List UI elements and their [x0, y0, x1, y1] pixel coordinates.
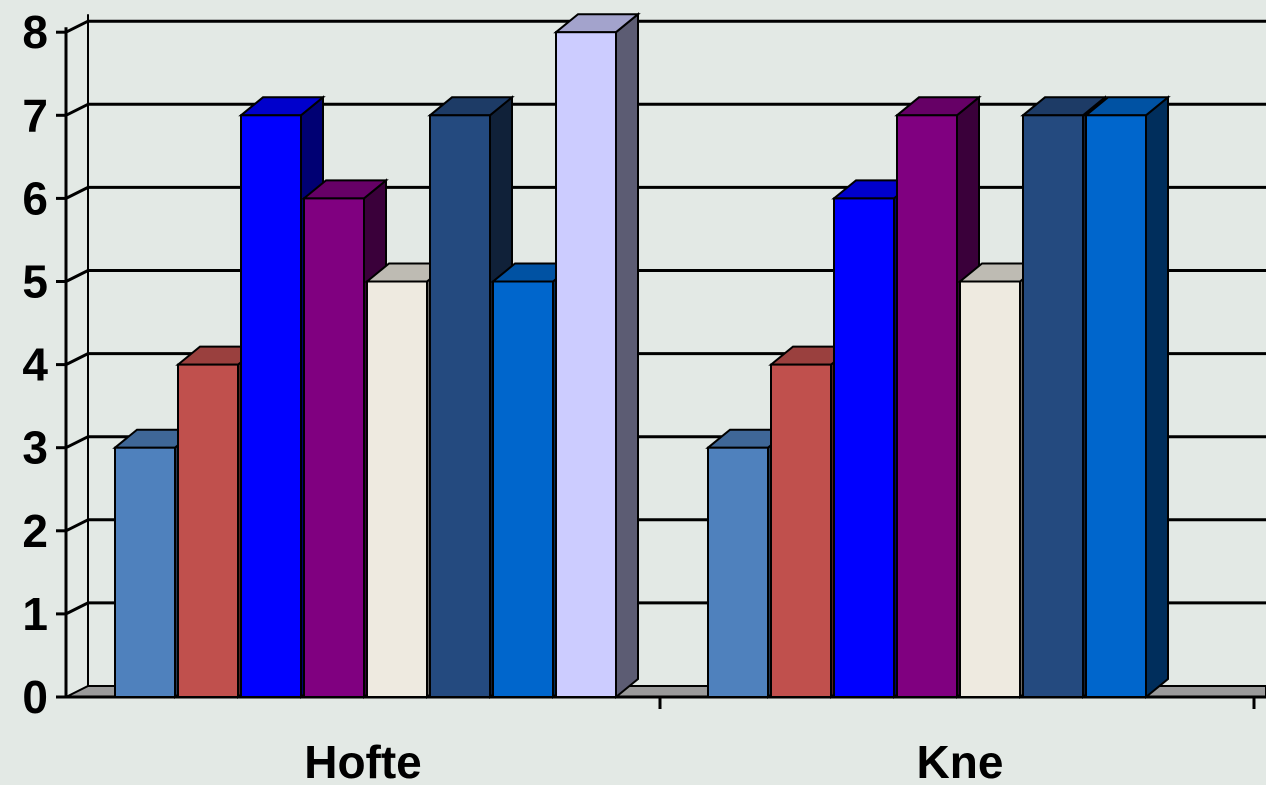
bar-front — [1022, 114, 1084, 699]
bar-front — [959, 280, 1021, 698]
gridline-diag — [65, 601, 89, 616]
bar-front — [114, 446, 176, 699]
bar-front — [177, 363, 239, 698]
bar — [1083, 95, 1171, 700]
bar-side — [1145, 95, 1169, 700]
bar-front — [366, 280, 428, 698]
gridline-diag — [65, 102, 89, 117]
bar-front — [833, 197, 895, 698]
bars — [112, 12, 1171, 700]
y-tick-label: 1 — [22, 588, 48, 640]
x-category-label: Hofte — [304, 736, 422, 785]
bar-front — [1085, 114, 1147, 699]
gridline-diag — [65, 269, 89, 283]
bar-front — [492, 280, 554, 698]
bar-front — [555, 31, 617, 698]
y-tick-label: 2 — [22, 505, 48, 557]
bar-front — [303, 197, 365, 698]
gridline-diag — [65, 352, 89, 366]
gridline-diag — [65, 186, 89, 200]
bar-front — [896, 114, 958, 699]
y-tick-label: 0 — [22, 671, 48, 723]
labels: 0 1 2 3 4 5 6 7 8 Hofte Kne — [22, 6, 1003, 785]
y-tick-label: 8 — [22, 6, 48, 58]
bar-front — [707, 446, 769, 699]
x-category-label: Kne — [917, 736, 1004, 785]
gridline-diag — [65, 435, 89, 450]
bar-front — [429, 114, 491, 699]
bar-side — [615, 12, 639, 700]
y-tick-label: 7 — [22, 89, 48, 141]
y-tick-label: 6 — [22, 172, 48, 224]
gridline-diag — [65, 518, 89, 533]
gridline-diag — [65, 19, 89, 34]
bar-front — [770, 363, 832, 698]
y-tick-label: 4 — [22, 339, 48, 391]
bar-front — [240, 114, 302, 699]
y-tick-label: 3 — [22, 422, 48, 474]
bar — [553, 12, 641, 700]
y-tick-label: 5 — [22, 256, 48, 308]
